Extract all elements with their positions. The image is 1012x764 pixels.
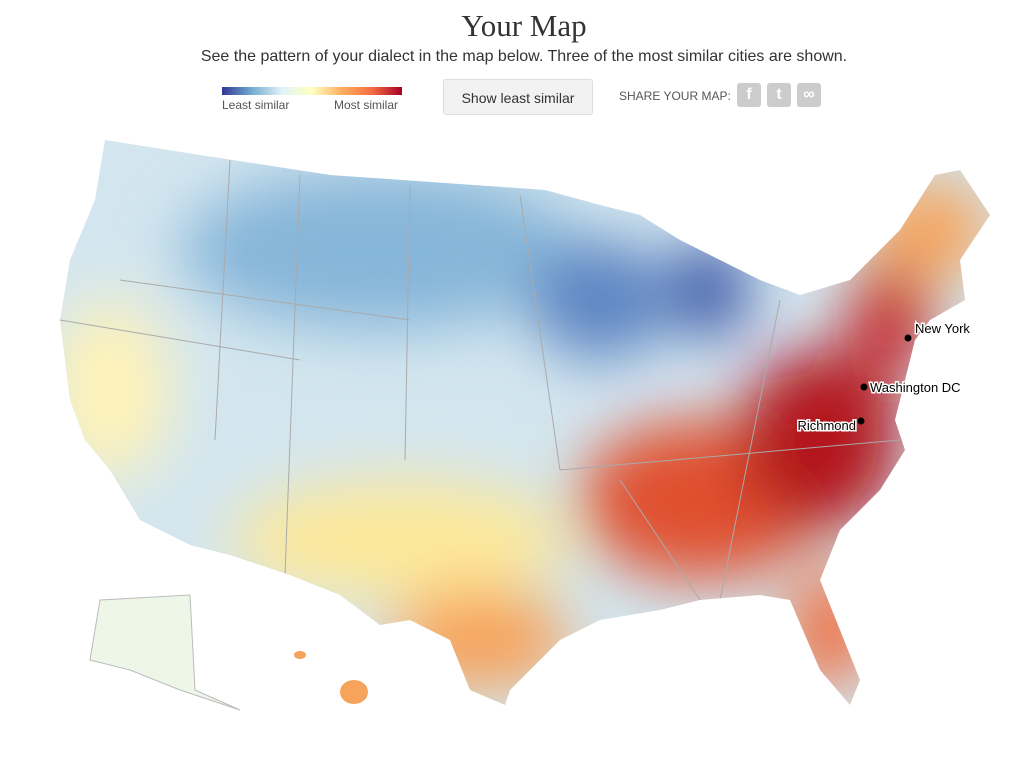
hawaii-islands — [294, 651, 306, 659]
city-label: Washington DC — [870, 380, 961, 395]
heatmap — [60, 140, 990, 705]
twitter-icon[interactable]: t — [767, 83, 791, 107]
city-dot — [857, 417, 865, 425]
link-icon[interactable]: ∞ — [797, 83, 821, 107]
subtitle: See the pattern of your dialect in the m… — [200, 48, 848, 65]
city-dot — [904, 334, 912, 342]
legend-max: Most similar — [334, 98, 399, 112]
city-dot — [860, 383, 868, 391]
legend-gradient — [222, 87, 402, 95]
legend-min: Least similar — [222, 98, 290, 112]
alaska — [89, 594, 241, 711]
share-label: SHARE YOUR MAP: — [619, 89, 731, 103]
hawaii — [340, 680, 368, 704]
city-label: New York — [915, 321, 970, 336]
title: Your Map — [461, 8, 587, 43]
toggle-button[interactable]: Show least similar — [443, 79, 593, 115]
city-label: Richmond — [797, 418, 856, 433]
facebook-icon[interactable]: f — [737, 83, 761, 107]
